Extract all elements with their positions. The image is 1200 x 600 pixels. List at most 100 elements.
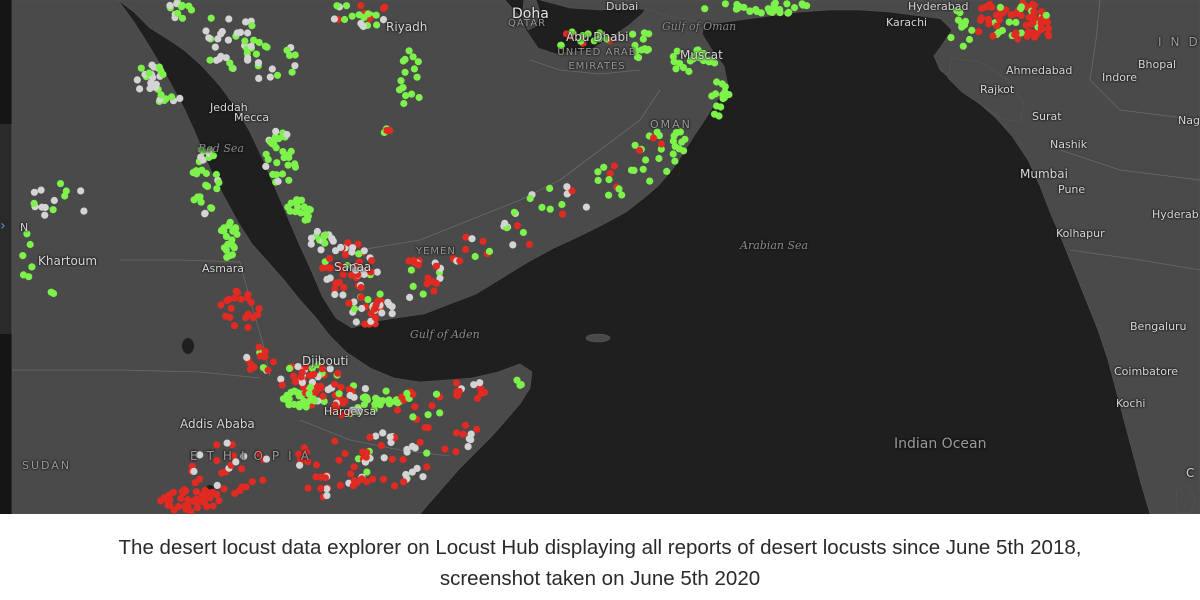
locust-report-green[interactable] (209, 152, 217, 160)
locust-report-green[interactable] (213, 185, 221, 193)
locust-report-green[interactable] (26, 240, 34, 249)
locust-report-red[interactable] (452, 379, 461, 387)
locust-report-green[interactable] (228, 236, 236, 244)
locust-report-red[interactable] (416, 438, 424, 446)
locust-report-green[interactable] (302, 403, 310, 411)
locust-report-red[interactable] (367, 268, 375, 276)
locust-report-green[interactable] (415, 93, 423, 102)
locust-report-red[interactable] (255, 343, 263, 351)
locust-report-red[interactable] (388, 455, 396, 463)
locust-report-white[interactable] (359, 267, 367, 275)
locust-report-red[interactable] (326, 264, 335, 272)
locust-report-green[interactable] (790, 4, 799, 12)
locust-report-white[interactable] (274, 177, 282, 185)
locust-report-green[interactable] (594, 168, 602, 176)
locust-report-green[interactable] (413, 73, 421, 81)
locust-report-red[interactable] (177, 494, 185, 503)
locust-report-green[interactable] (423, 449, 431, 457)
locust-report-green[interactable] (639, 165, 647, 173)
locust-report-green[interactable] (713, 78, 721, 86)
locust-report-white[interactable] (244, 54, 252, 62)
locust-report-red[interactable] (347, 470, 355, 478)
locust-report-white[interactable] (254, 59, 263, 67)
locust-report-red[interactable] (344, 239, 352, 247)
locust-report-red[interactable] (191, 479, 199, 487)
locust-report-green[interactable] (145, 69, 153, 77)
locust-report-green[interactable] (615, 185, 623, 193)
locust-report-red[interactable] (278, 381, 286, 389)
locust-report-green[interactable] (968, 26, 976, 34)
locust-report-green[interactable] (30, 199, 38, 207)
locust-report-green[interactable] (740, 3, 748, 11)
locust-report-red[interactable] (1012, 9, 1020, 17)
locust-report-green[interactable] (407, 266, 415, 274)
locust-report-red[interactable] (193, 504, 202, 512)
locust-report-green[interactable] (517, 381, 525, 389)
locust-report-white[interactable] (242, 18, 250, 26)
locust-report-red[interactable] (368, 257, 376, 265)
locust-report-red[interactable] (331, 401, 339, 409)
locust-report-green[interactable] (402, 92, 410, 100)
locust-report-red[interactable] (255, 449, 263, 458)
locust-report-white[interactable] (166, 1, 174, 10)
locust-report-white[interactable] (283, 130, 291, 139)
locust-report-red[interactable] (391, 482, 399, 490)
locust-report-red[interactable] (335, 456, 343, 464)
locust-report-red[interactable] (321, 474, 329, 482)
locust-report-red[interactable] (227, 304, 235, 312)
locust-report-red[interactable] (192, 488, 200, 496)
locust-report-green[interactable] (603, 35, 611, 43)
map-view[interactable]: Riyadh Doha QATAR Dubai Abu Dhabi UNITED… (0, 0, 1200, 514)
locust-report-red[interactable] (1044, 25, 1053, 33)
locust-report-red[interactable] (339, 270, 347, 278)
locust-report-green[interactable] (222, 232, 230, 241)
locust-report-white[interactable] (266, 73, 274, 81)
locust-report-green[interactable] (410, 65, 418, 73)
locust-report-white[interactable] (244, 29, 252, 37)
locust-report-green[interactable] (228, 251, 236, 259)
locust-report-red[interactable] (456, 257, 464, 265)
locust-report-red[interactable] (192, 495, 201, 503)
locust-report-green[interactable] (669, 150, 677, 158)
locust-report-green[interactable] (557, 41, 565, 50)
locust-report-red[interactable] (223, 296, 231, 304)
locust-report-red[interactable] (230, 322, 239, 330)
locust-report-red[interactable] (986, 0, 994, 9)
locust-report-red[interactable] (337, 383, 345, 391)
locust-report-red[interactable] (993, 22, 1001, 30)
locust-report-white[interactable] (255, 74, 263, 82)
locust-report-red[interactable] (525, 240, 534, 248)
locust-report-red[interactable] (334, 369, 342, 377)
locust-report-white[interactable] (236, 28, 245, 36)
locust-report-red[interactable] (347, 271, 356, 279)
locust-report-white[interactable] (467, 430, 475, 438)
locust-report-green[interactable] (284, 203, 292, 211)
locust-report-green[interactable] (685, 67, 693, 76)
locust-report-red[interactable] (174, 502, 183, 511)
locust-report-white[interactable] (268, 65, 276, 73)
locust-report-green[interactable] (354, 455, 362, 463)
locust-report-red[interactable] (244, 323, 252, 332)
locust-report-green[interactable] (273, 159, 281, 167)
locust-report-red[interactable] (231, 489, 239, 498)
locust-report-green[interactable] (25, 273, 33, 281)
locust-report-red[interactable] (304, 484, 312, 492)
locust-report-white[interactable] (403, 445, 411, 454)
locust-report-red[interactable] (259, 476, 267, 484)
locust-report-white[interactable] (30, 188, 38, 196)
locust-report-white[interactable] (582, 203, 591, 211)
locust-report-red[interactable] (371, 314, 380, 322)
locust-report-green[interactable] (197, 198, 205, 206)
locust-report-green[interactable] (953, 7, 961, 15)
locust-report-green[interactable] (56, 180, 65, 188)
locust-report-green[interactable] (672, 65, 680, 73)
locust-report-white[interactable] (476, 379, 484, 387)
locust-report-green[interactable] (399, 57, 407, 65)
locust-report-green[interactable] (1005, 18, 1013, 26)
locust-report-red[interactable] (441, 445, 449, 453)
locust-report-green[interactable] (409, 53, 417, 61)
locust-report-green[interactable] (671, 157, 679, 165)
locust-report-red[interactable] (302, 448, 311, 456)
locust-report-green[interactable] (471, 252, 479, 261)
locust-report-green[interactable] (424, 411, 432, 419)
